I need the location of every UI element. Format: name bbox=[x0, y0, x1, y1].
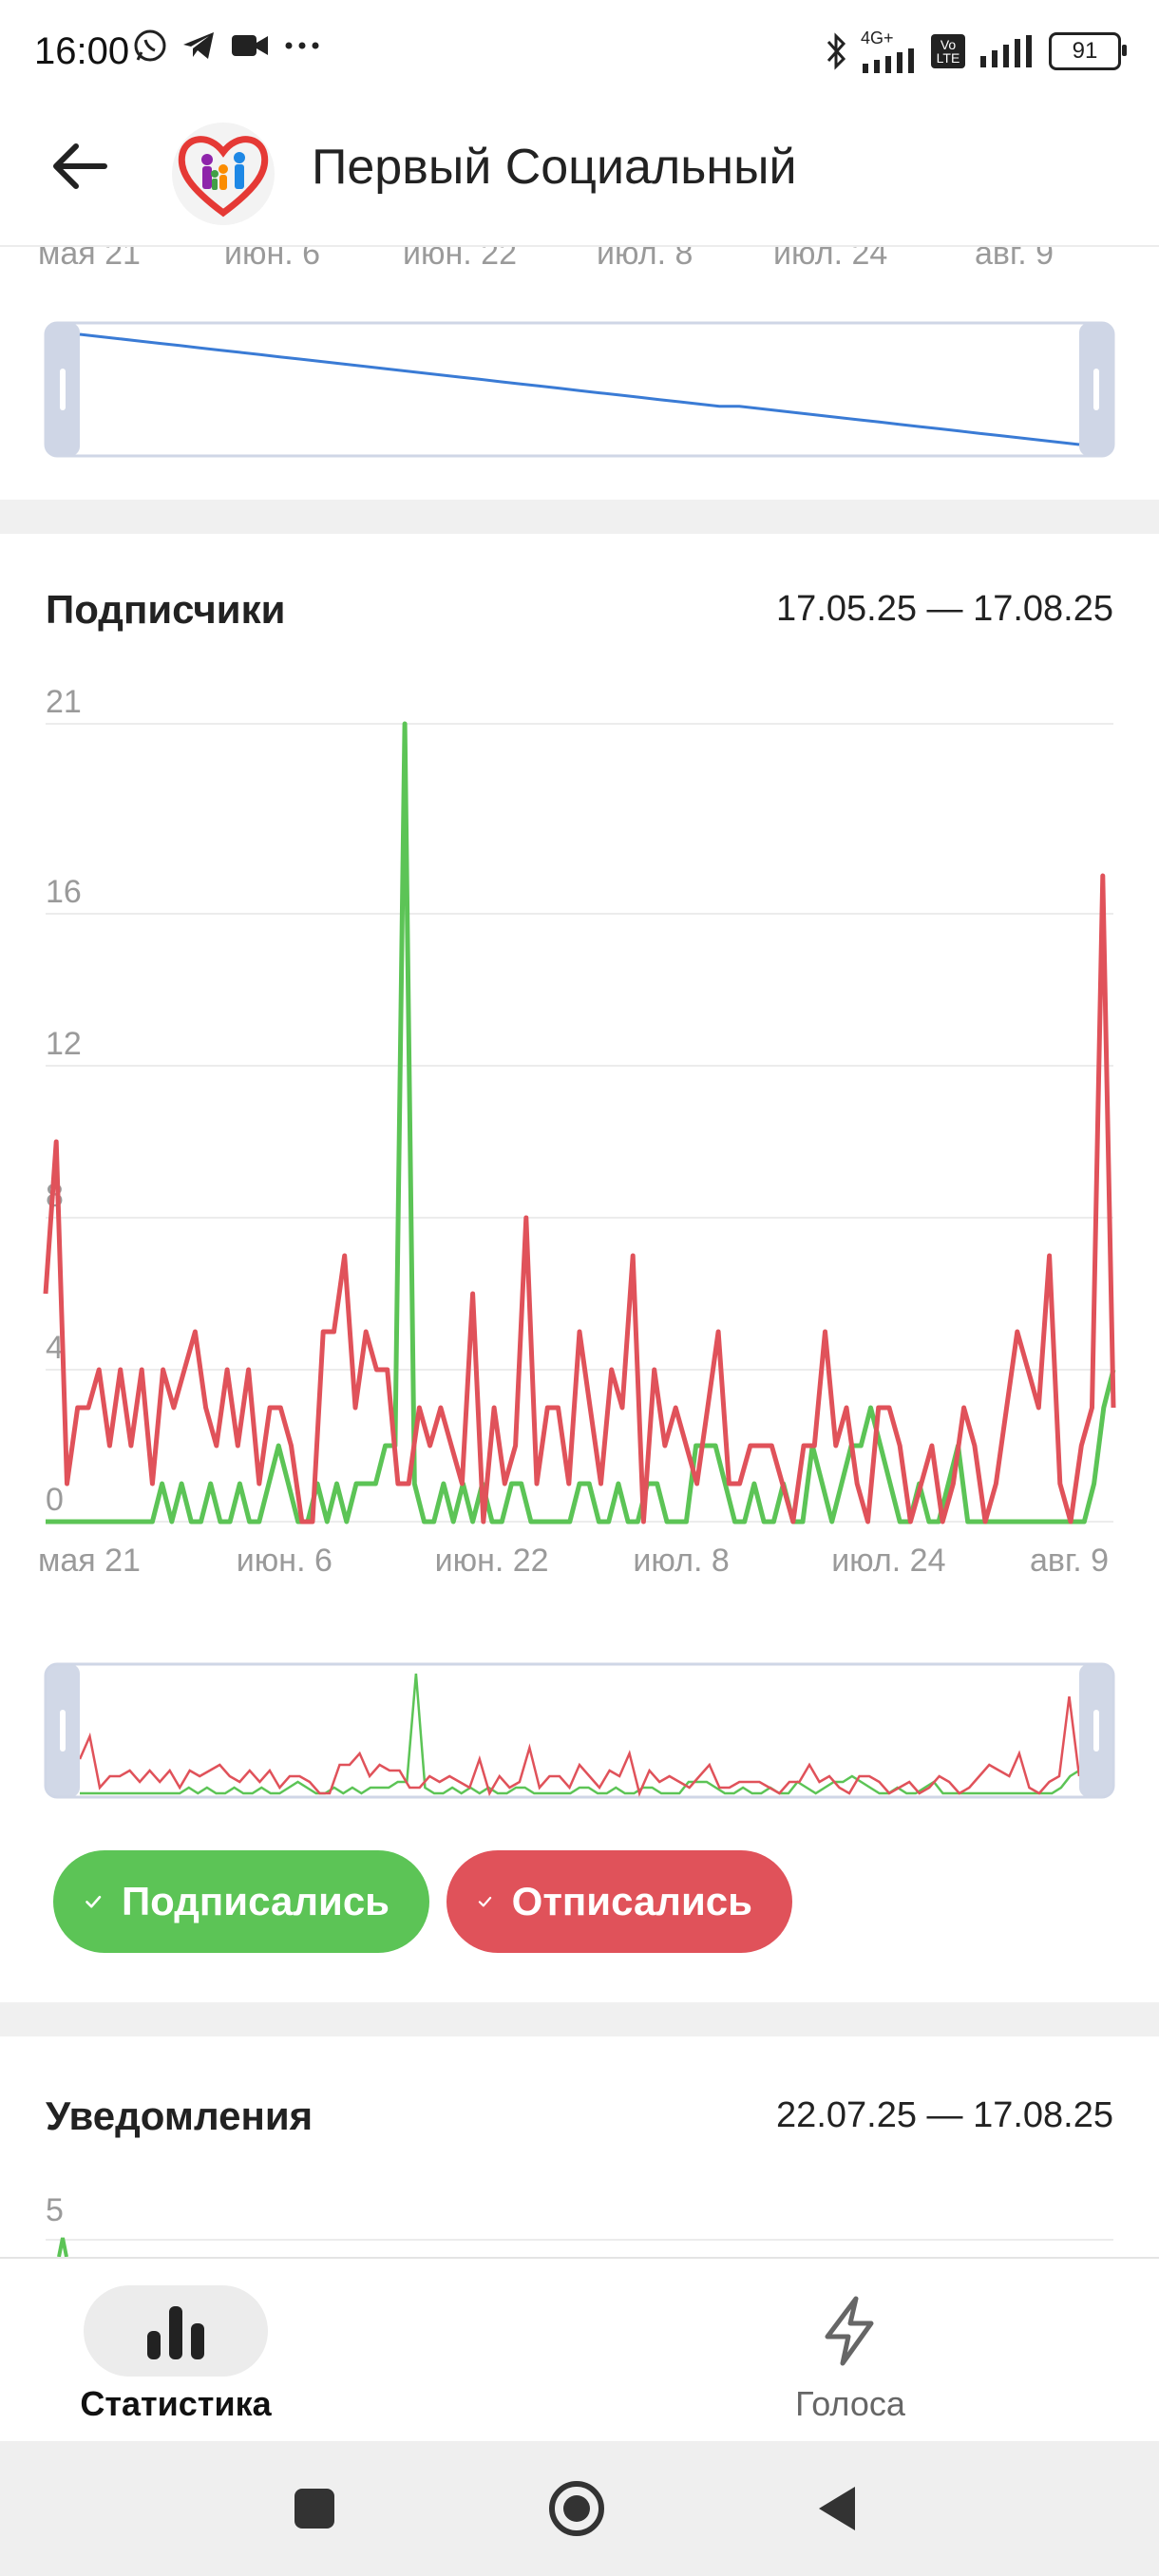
x-tick-label: мая 21 bbox=[38, 1543, 141, 1579]
chip-label: Подписались bbox=[121, 1879, 390, 1923]
x-tick-label: июл. 24 bbox=[831, 1543, 945, 1579]
y-tick-label: 16 bbox=[46, 874, 82, 910]
y-tick-label: 0 bbox=[46, 1482, 64, 1518]
nav-item-statistics[interactable]: Статистика bbox=[0, 2259, 380, 2443]
back-arrow-icon[interactable] bbox=[46, 133, 112, 199]
more-icon bbox=[285, 42, 319, 49]
x-tick-label: июн. 22 bbox=[403, 247, 517, 272]
signal-icon bbox=[980, 34, 1032, 67]
notifications-date-range[interactable]: 22.07.25 — 17.08.25 bbox=[776, 2095, 1113, 2135]
mini-series bbox=[78, 1673, 1081, 1797]
x-tick-label: июл. 8 bbox=[597, 247, 693, 272]
lightning-icon bbox=[825, 2296, 874, 2366]
chip-subscribed[interactable]: Подписались bbox=[53, 1850, 429, 1953]
status-time: 16:00 bbox=[34, 30, 130, 72]
subscribers-date-range[interactable]: 17.05.25 — 17.08.25 bbox=[776, 589, 1113, 629]
series-line-unsubscribed bbox=[43, 873, 1116, 1525]
top-chart-x-axis: мая 21 июн. 6 июн. 22 июл. 8 июл. 24 авг… bbox=[38, 236, 1054, 272]
x-tick-label: авг. 9 bbox=[975, 247, 1054, 272]
y-tick-label: 21 bbox=[46, 684, 82, 720]
top-mini-line bbox=[79, 332, 1080, 446]
followers-chart-panel: мая 21 июн. 6 июн. 22 июл. 8 июл. 24 авг… bbox=[0, 236, 1159, 500]
battery-indicator: 91 bbox=[1049, 31, 1127, 70]
x-tick-label: июн. 6 bbox=[224, 247, 320, 272]
check-icon bbox=[86, 1895, 102, 1908]
chart-series bbox=[43, 721, 1116, 1525]
x-tick-label: авг. 9 bbox=[1030, 1543, 1109, 1579]
network-type-label: 4G+ bbox=[861, 28, 894, 47]
channel-logo[interactable] bbox=[171, 122, 276, 226]
x-tick-label: мая 21 bbox=[38, 247, 141, 272]
recents-icon[interactable] bbox=[291, 2485, 338, 2532]
nav-label: Статистика bbox=[80, 2384, 272, 2423]
chip-unsubscribed[interactable]: Отписались bbox=[446, 1850, 792, 1953]
app-title: Первый Социальный bbox=[312, 140, 797, 195]
nav-item-votes[interactable]: Голоса bbox=[674, 2259, 1026, 2443]
y-tick-label: 12 bbox=[46, 1026, 82, 1062]
section-divider bbox=[0, 500, 1159, 534]
chip-label: Отписались bbox=[511, 1879, 752, 1923]
volte-badge: Vo LTE bbox=[931, 33, 965, 68]
video-icon bbox=[232, 35, 268, 56]
nav-label: Голоса bbox=[795, 2384, 905, 2423]
x-tick-label: июн. 22 bbox=[435, 1543, 549, 1579]
status-system-icons: 4G+ Vo LTE 91 bbox=[825, 28, 1127, 73]
series-toggle-chips: Подписались Отписались bbox=[53, 1850, 792, 1953]
status-bar: 16:00 4G+ Vo LTE 91 bbox=[0, 0, 1159, 95]
check-icon bbox=[478, 1896, 492, 1907]
notifications-title: Уведомления bbox=[46, 2093, 314, 2138]
status-notification-icons bbox=[133, 28, 321, 63]
bar-chart-icon bbox=[147, 2306, 204, 2359]
y-tick-label: 4 bbox=[46, 1330, 64, 1366]
y-tick-label: 5 bbox=[46, 2192, 64, 2228]
top-chart-range-selector[interactable] bbox=[44, 321, 1115, 458]
notifications-panel: Уведомления 22.07.25 — 17.08.25 5 bbox=[0, 2036, 1159, 2257]
back-icon[interactable] bbox=[813, 2483, 861, 2534]
x-axis: мая 21 июн. 6 июн. 22 июл. 8 июл. 24 авг. 9 bbox=[38, 1543, 1109, 1579]
mini-series-line bbox=[80, 1673, 1080, 1795]
mini-series-line bbox=[78, 1695, 1081, 1797]
subscribers-title: Подписчики bbox=[46, 587, 286, 632]
whatsapp-icon bbox=[134, 29, 166, 62]
system-navigation-bar bbox=[0, 2441, 1159, 2576]
x-tick-label: июл. 8 bbox=[633, 1543, 729, 1579]
bluetooth-icon bbox=[826, 31, 846, 70]
subscribers-panel: Подписчики 17.05.25 — 17.08.25 0 4 8 12 16 21… bbox=[0, 534, 1159, 2002]
telegram-icon bbox=[183, 32, 214, 59]
home-icon[interactable] bbox=[547, 2479, 606, 2538]
section-divider bbox=[0, 2002, 1159, 2036]
subscribers-range-selector[interactable] bbox=[44, 1662, 1115, 1799]
x-tick-label: июн. 6 bbox=[237, 1543, 332, 1579]
x-tick-label: июл. 24 bbox=[773, 247, 887, 272]
series-line-subscribed bbox=[46, 721, 1116, 1525]
top-chart: мая 21 июн. 6 июн. 22 июл. 8 июл. 24 авг… bbox=[38, 236, 1115, 458]
bottom-navigation: Статистика Голоса bbox=[0, 2257, 1159, 2443]
signal-icon bbox=[863, 48, 914, 73]
notifications-chart: 5 bbox=[46, 2192, 1113, 2257]
app-bar: Первый Социальный bbox=[0, 95, 1159, 247]
